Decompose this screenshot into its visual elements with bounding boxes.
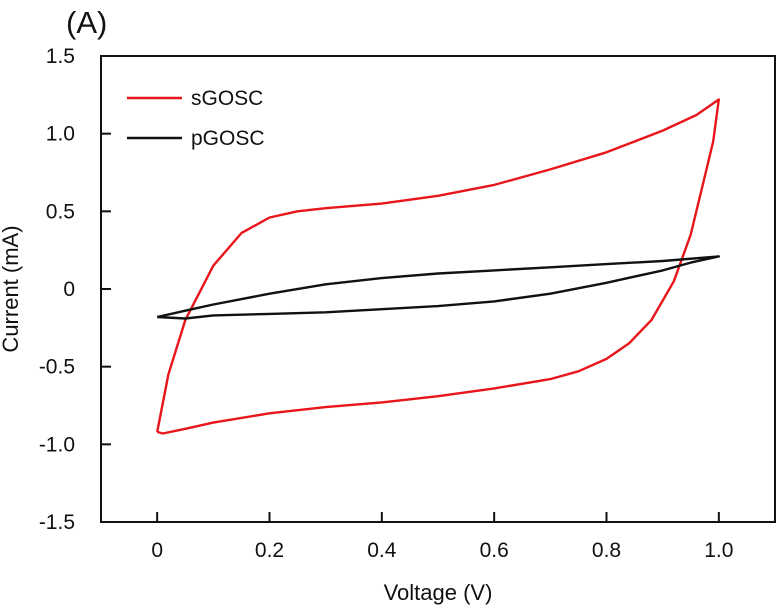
y-tick-label: -1.5 [39,511,75,534]
y-tick-label: 0 [63,278,75,301]
x-tick-label: 0.8 [592,539,621,562]
legend: sGOSC pGOSC [127,87,265,150]
series-line-pgosc [156,255,720,320]
plot-lines [156,98,720,435]
series-line-sgosc [156,98,720,435]
x-axis: 0 0.2 0.4 0.6 0.8 1.0 [151,512,733,562]
x-tick-label: 1.0 [704,539,733,562]
x-tick-label: 0.2 [255,539,284,562]
y-tick-label: -0.5 [39,356,75,379]
x-tick-label: 0.6 [480,539,509,562]
y-tick-label: -1.0 [39,433,75,456]
y-axis-title: Current (mA) [0,225,23,352]
x-tick-label: 0.4 [367,539,397,562]
x-axis-title: Voltage (V) [384,580,493,605]
x-tick-label: 0 [151,539,163,562]
panel-label: (A) [66,5,107,40]
legend-label-pgosc: pGOSC [191,127,265,150]
legend-label-sgosc: sGOSC [191,87,263,110]
y-axis: 1.5 1.0 0.5 0 -0.5 -1.0 -1.5 [39,45,111,534]
y-tick-label: 1.5 [46,45,75,68]
y-tick-label: 0.5 [46,200,75,223]
y-tick-label: 1.0 [46,123,75,146]
